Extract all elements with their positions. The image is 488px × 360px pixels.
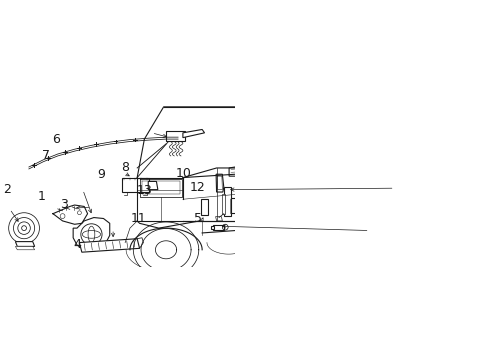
Text: 2: 2: [2, 183, 11, 196]
Text: 10: 10: [175, 167, 191, 180]
Polygon shape: [230, 194, 259, 214]
Polygon shape: [200, 199, 207, 215]
Text: 9: 9: [97, 168, 105, 181]
Polygon shape: [166, 131, 185, 141]
Text: 11: 11: [131, 212, 146, 225]
Polygon shape: [210, 226, 214, 229]
Polygon shape: [148, 181, 158, 190]
Polygon shape: [256, 202, 263, 210]
Text: 13: 13: [137, 184, 152, 197]
Polygon shape: [230, 198, 257, 213]
Polygon shape: [213, 225, 224, 230]
Text: 3: 3: [60, 198, 67, 211]
Polygon shape: [15, 246, 35, 250]
Polygon shape: [222, 194, 224, 214]
Polygon shape: [259, 200, 268, 209]
Text: 8: 8: [121, 161, 128, 174]
Polygon shape: [79, 239, 139, 252]
Polygon shape: [262, 203, 278, 213]
Polygon shape: [228, 165, 250, 176]
Text: 1: 1: [37, 190, 45, 203]
Polygon shape: [73, 217, 109, 251]
Polygon shape: [224, 187, 230, 216]
Text: 12: 12: [189, 181, 205, 194]
Polygon shape: [216, 174, 224, 192]
Polygon shape: [183, 130, 204, 138]
Text: 5: 5: [193, 212, 201, 225]
Text: 7: 7: [42, 149, 50, 162]
Polygon shape: [15, 242, 35, 246]
Text: 6: 6: [52, 133, 61, 146]
Polygon shape: [122, 177, 149, 192]
Polygon shape: [263, 190, 275, 199]
Text: 4: 4: [74, 238, 81, 251]
Polygon shape: [215, 217, 222, 221]
